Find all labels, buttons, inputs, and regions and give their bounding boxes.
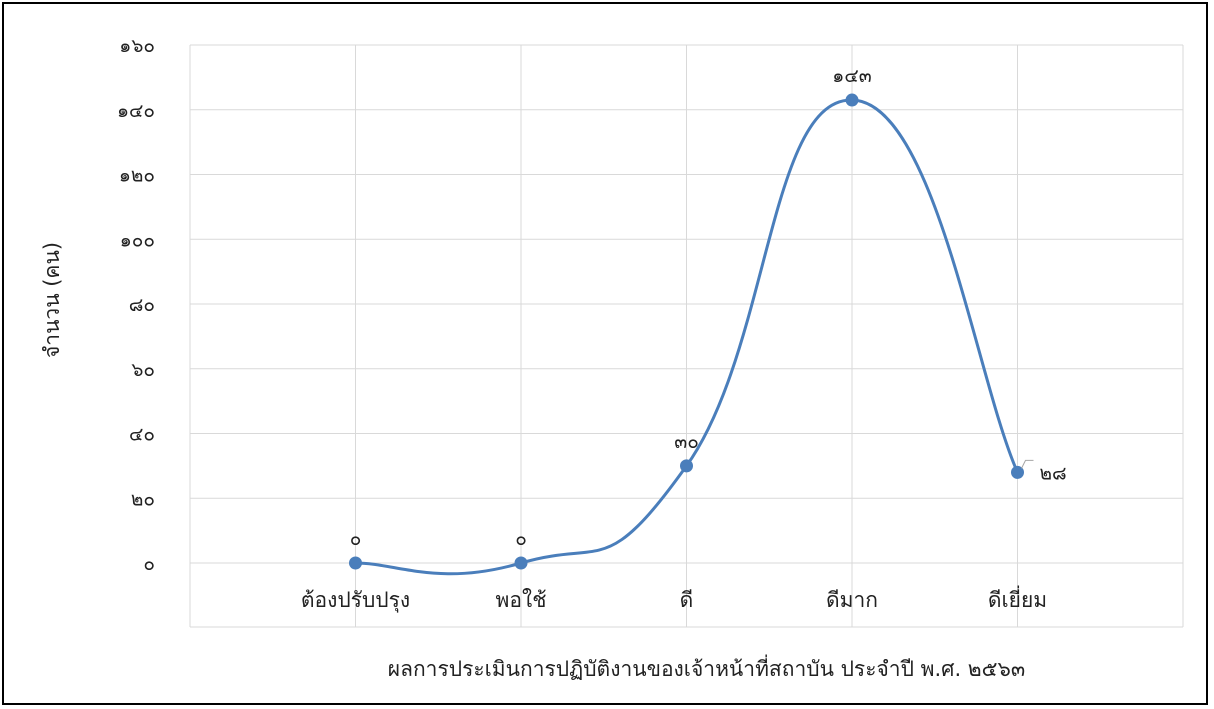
data-point [845,93,859,107]
x-axis-categories: ต้องปรับปรุง พอใช้ ดี ดีมาก ดีเยี่ยม [301,585,1047,613]
y-tick-label: ๑๔๐ [117,100,155,122]
grid [189,44,1184,628]
y-tick-label: ๔๐ [129,424,155,446]
data-label: ๑๔๓ [832,65,871,87]
x-axis-title: ผลการประเมินการปฏิบัติงานของเจ้าหน้าที่ส… [388,654,1025,681]
y-tick-label: ๘๐ [129,294,155,316]
y-tick-label: ๑๐๐ [120,229,155,251]
y-tick-label: ๒๐ [131,488,155,510]
x-category-label: ดี [680,588,694,612]
x-category-label: พอใช้ [496,588,547,612]
series-line [355,98,1019,576]
y-tick-label: ๑๒๐ [119,165,155,187]
data-point [680,459,693,473]
x-category-label: ดีมาก [826,588,878,612]
y-axis-ticks: ๐ ๒๐ ๔๐ ๖๐ ๘๐ ๑๐๐ ๑๒๐ ๑๔๐ ๑๖๐ [117,35,155,575]
x-category-label: ดีเยี่ยม [988,585,1047,612]
data-point [1011,465,1024,479]
data-point [349,556,362,570]
data-label: ๓๐ [674,431,699,453]
data-label: ๒๘ [1040,462,1067,484]
y-tick-label: ๐ [143,553,155,575]
x-category-label: ต้องปรับปรุง [301,588,410,613]
data-label: ๐ [515,528,527,550]
data-markers [349,93,1024,570]
y-tick-label: ๑๖๐ [119,35,155,57]
y-tick-label: ๖๐ [131,359,155,381]
data-point [514,556,528,570]
y-axis-title: จำนวน (คน) [40,242,64,358]
label-leader-line [1021,459,1034,469]
data-label: ๐ [350,528,362,550]
